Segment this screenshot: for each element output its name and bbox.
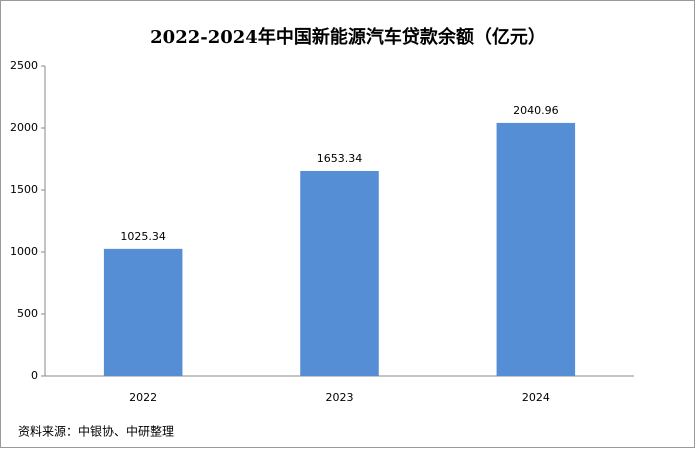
- y-tick-label: 1500: [10, 183, 38, 196]
- y-tick-label: 0: [31, 369, 38, 382]
- value-label: 1025.34: [120, 230, 166, 243]
- x-tick-label: 2024: [522, 391, 550, 404]
- x-tick-label: 2022: [129, 391, 157, 404]
- x-tick-label: 2023: [326, 391, 354, 404]
- chart-title: 2022-2024年中国新能源汽车贷款余额（亿元）: [150, 26, 546, 48]
- bar: [496, 122, 576, 376]
- value-label: 2040.96: [513, 104, 559, 117]
- y-tick-label: 1000: [10, 245, 38, 258]
- source-note: 资料来源：中银协、中研整理: [18, 424, 174, 439]
- y-tick-label: 2500: [10, 59, 38, 72]
- bar: [103, 248, 183, 376]
- bar: [300, 170, 379, 376]
- y-tick-label: 2000: [10, 121, 38, 134]
- value-label: 1653.34: [317, 152, 363, 165]
- y-tick-label: 500: [17, 307, 38, 320]
